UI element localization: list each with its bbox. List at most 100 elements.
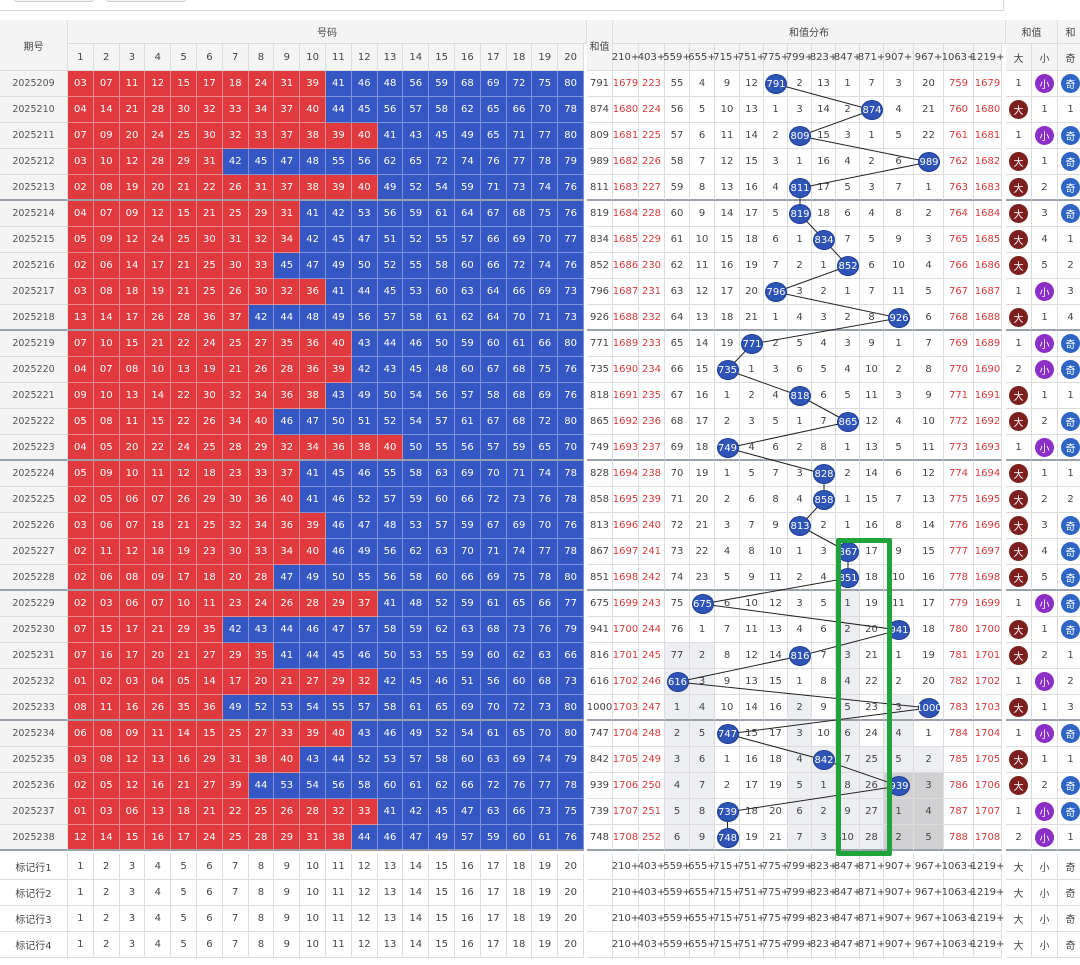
marker-number[interactable]: 18: [506, 854, 533, 880]
marker-number[interactable]: 4: [145, 880, 172, 906]
marker-number[interactable]: 2: [93, 906, 120, 932]
marker-number[interactable]: 3: [119, 880, 146, 906]
marker-number[interactable]: 5: [171, 854, 197, 880]
marker-dist[interactable]: 403+: [638, 906, 665, 932]
marker-number[interactable]: 8: [248, 854, 275, 880]
marker-dist[interactable]: 799+: [786, 880, 813, 906]
marker-dist[interactable]: 559+: [663, 880, 691, 906]
marker-number[interactable]: 3: [119, 854, 146, 880]
marker-dist[interactable]: 1219+: [971, 932, 1004, 958]
marker-dist[interactable]: 907+: [884, 932, 914, 958]
marker-dist[interactable]: 1063+: [942, 906, 975, 932]
marker-dist[interactable]: 775+: [762, 906, 789, 932]
marker-big[interactable]: 大: [1006, 932, 1032, 958]
marker-number[interactable]: 16: [455, 932, 481, 958]
marker-number[interactable]: 4: [145, 932, 172, 958]
marker-number[interactable]: 10: [300, 880, 326, 906]
marker-dist[interactable]: 210+: [612, 906, 639, 932]
marker-dist[interactable]: 559+: [663, 854, 691, 880]
marker-number[interactable]: 5: [171, 906, 197, 932]
marker-number[interactable]: 8: [248, 880, 275, 906]
marker-number[interactable]: 2: [93, 854, 120, 880]
marker-dist[interactable]: 1219+: [971, 906, 1004, 932]
marker-dist[interactable]: 847+: [834, 880, 861, 906]
marker-number[interactable]: 6: [197, 880, 223, 906]
marker-number[interactable]: 13: [377, 906, 404, 932]
marker-dist[interactable]: 823+: [810, 906, 837, 932]
marker-dist[interactable]: 1063+: [942, 932, 975, 958]
marker-number[interactable]: 11: [326, 906, 352, 932]
marker-number[interactable]: 14: [403, 880, 430, 906]
marker-dist[interactable]: 967+: [914, 906, 944, 932]
marker-number[interactable]: 16: [455, 854, 481, 880]
marker-dist[interactable]: 823+: [810, 854, 837, 880]
marker-dist[interactable]: 871+: [858, 906, 885, 932]
marker-number[interactable]: 7: [222, 880, 249, 906]
marker-number[interactable]: 12: [351, 906, 378, 932]
marker-number[interactable]: 18: [506, 932, 533, 958]
marker-dist[interactable]: 715+: [713, 906, 741, 932]
marker-small[interactable]: 小: [1032, 906, 1058, 932]
marker-row-label[interactable]: 标记行2: [0, 880, 68, 906]
marker-dist[interactable]: 871+: [858, 854, 885, 880]
marker-dist[interactable]: 799+: [786, 854, 813, 880]
marker-number[interactable]: 16: [455, 880, 481, 906]
marker-dist[interactable]: 655+: [688, 932, 716, 958]
marker-dist[interactable]: 775+: [762, 932, 789, 958]
marker-number[interactable]: 7: [222, 906, 249, 932]
marker-dist[interactable]: 655+: [688, 906, 716, 932]
marker-number[interactable]: 19: [532, 932, 559, 958]
marker-number[interactable]: 10: [300, 906, 326, 932]
marker-dist[interactable]: 967+: [914, 854, 944, 880]
marker-number[interactable]: 3: [119, 932, 146, 958]
marker-dist[interactable]: 559+: [663, 906, 691, 932]
marker-number[interactable]: 7: [222, 932, 249, 958]
marker-dist[interactable]: 655+: [688, 880, 716, 906]
marker-number[interactable]: 3: [119, 906, 146, 932]
marker-number[interactable]: 13: [377, 932, 404, 958]
marker-dist[interactable]: 751+: [738, 880, 765, 906]
marker-number[interactable]: 18: [506, 906, 533, 932]
marker-big[interactable]: 大: [1006, 854, 1032, 880]
marker-dist[interactable]: 559+: [663, 932, 691, 958]
marker-dist[interactable]: 799+: [786, 932, 813, 958]
marker-number[interactable]: 15: [429, 932, 455, 958]
marker-dist[interactable]: 715+: [713, 854, 741, 880]
marker-number[interactable]: 18: [506, 880, 533, 906]
marker-number[interactable]: 20: [558, 906, 584, 932]
marker-dist[interactable]: 751+: [738, 932, 765, 958]
marker-dist[interactable]: 823+: [810, 880, 837, 906]
marker-number[interactable]: 17: [480, 880, 507, 906]
marker-dist[interactable]: 403+: [638, 880, 665, 906]
marker-number[interactable]: 12: [351, 880, 378, 906]
marker-dist[interactable]: 847+: [834, 906, 861, 932]
marker-dist[interactable]: 715+: [713, 880, 741, 906]
marker-dist[interactable]: 907+: [884, 854, 914, 880]
marker-dist[interactable]: 967+: [914, 932, 944, 958]
marker-dist[interactable]: 823+: [810, 932, 837, 958]
marker-number[interactable]: 14: [403, 854, 430, 880]
marker-number[interactable]: 4: [145, 854, 172, 880]
marker-number[interactable]: 2: [93, 932, 120, 958]
marker-number[interactable]: 13: [377, 880, 404, 906]
marker-number[interactable]: 11: [326, 854, 352, 880]
marker-dist[interactable]: 1063+: [942, 880, 975, 906]
marker-number[interactable]: 8: [248, 932, 275, 958]
marker-number[interactable]: 1: [68, 880, 94, 906]
marker-small[interactable]: 小: [1032, 880, 1058, 906]
marker-dist[interactable]: 1219+: [971, 880, 1004, 906]
marker-number[interactable]: 7: [222, 854, 249, 880]
marker-dist[interactable]: 751+: [738, 906, 765, 932]
marker-odd[interactable]: 奇: [1058, 854, 1080, 880]
marker-number[interactable]: 15: [429, 854, 455, 880]
marker-dist[interactable]: 655+: [688, 854, 716, 880]
marker-number[interactable]: 10: [300, 854, 326, 880]
marker-number[interactable]: 14: [403, 932, 430, 958]
marker-number[interactable]: 9: [274, 932, 301, 958]
marker-number[interactable]: 8: [248, 906, 275, 932]
marker-number[interactable]: 19: [532, 906, 559, 932]
marker-dist[interactable]: 775+: [762, 854, 789, 880]
marker-number[interactable]: 6: [197, 932, 223, 958]
marker-number[interactable]: 6: [197, 906, 223, 932]
marker-number[interactable]: 14: [403, 906, 430, 932]
